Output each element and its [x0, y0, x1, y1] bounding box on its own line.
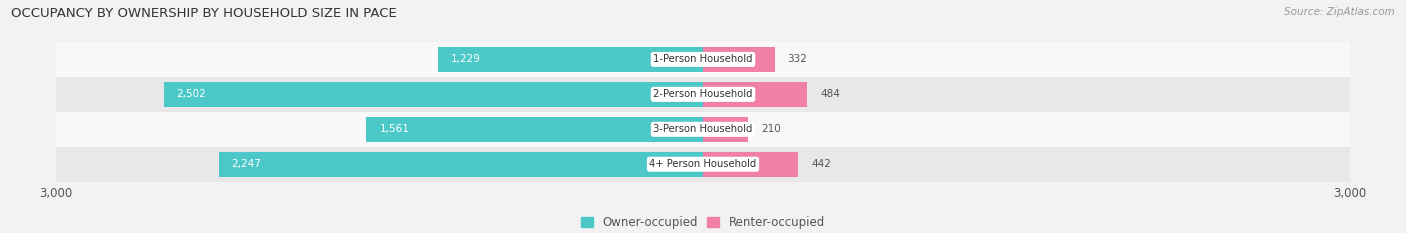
Bar: [218, 152, 703, 177]
Text: 1,229: 1,229: [451, 55, 481, 64]
Text: 1,561: 1,561: [380, 124, 409, 134]
Text: 442: 442: [811, 159, 831, 169]
Legend: Owner-occupied, Renter-occupied: Owner-occupied, Renter-occupied: [581, 216, 825, 229]
Bar: [56, 147, 1350, 182]
Text: 3-Person Household: 3-Person Household: [654, 124, 752, 134]
Bar: [56, 42, 1350, 77]
Bar: [163, 82, 703, 107]
Bar: [703, 117, 748, 142]
Text: 2-Person Household: 2-Person Household: [654, 89, 752, 99]
Text: 332: 332: [787, 55, 807, 64]
Text: 2,247: 2,247: [232, 159, 262, 169]
Bar: [56, 112, 1350, 147]
Bar: [703, 82, 807, 107]
Bar: [367, 117, 703, 142]
Bar: [703, 47, 775, 72]
Text: 2,502: 2,502: [177, 89, 207, 99]
Text: 484: 484: [820, 89, 841, 99]
Bar: [56, 77, 1350, 112]
Text: Source: ZipAtlas.com: Source: ZipAtlas.com: [1284, 7, 1395, 17]
Text: 4+ Person Household: 4+ Person Household: [650, 159, 756, 169]
Text: 1-Person Household: 1-Person Household: [654, 55, 752, 64]
Text: 210: 210: [761, 124, 780, 134]
Text: OCCUPANCY BY OWNERSHIP BY HOUSEHOLD SIZE IN PACE: OCCUPANCY BY OWNERSHIP BY HOUSEHOLD SIZE…: [11, 7, 396, 20]
Bar: [439, 47, 703, 72]
Bar: [703, 152, 799, 177]
